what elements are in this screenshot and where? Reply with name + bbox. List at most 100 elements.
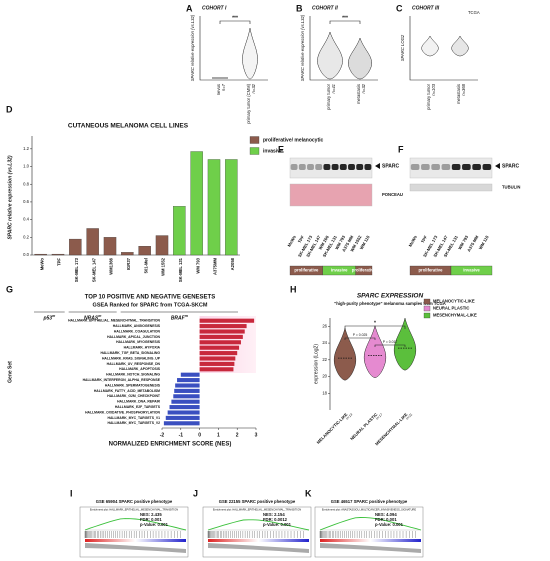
loading-label: PONCEAU xyxy=(382,192,403,197)
category-label: HALLMARK_FATTY_ACID_METABOLISM xyxy=(94,389,160,393)
gsea-stat: NES: 4.094 xyxy=(375,512,397,517)
plot-title: Enrichment plot: HALLMARK_EPITHELIAL_MES… xyxy=(213,508,301,512)
x-tick-label: WM 793 xyxy=(195,257,200,273)
phenotype-label: invasive xyxy=(463,268,480,273)
gsea-stat: NES: 2.154 xyxy=(263,512,285,517)
band-spot xyxy=(451,164,461,170)
y-axis-label: Gene Set xyxy=(7,361,13,383)
lane-label: TPF xyxy=(420,234,429,244)
x-tick-label: MELANOCYTIC-LIKE xyxy=(316,412,349,445)
x-tick-label: WM 1552 xyxy=(161,257,166,276)
mutation-superscript: m xyxy=(185,314,188,318)
bar xyxy=(167,410,200,415)
band-spot xyxy=(323,164,331,170)
lane-label: WM 115 xyxy=(478,234,490,250)
y-tick-label: 24 xyxy=(322,340,327,345)
enrichment-curve xyxy=(207,519,310,531)
enrichment-curve xyxy=(84,518,187,531)
bar xyxy=(199,329,245,334)
axis xyxy=(409,16,478,81)
arrow xyxy=(375,163,380,169)
panel-letter: B xyxy=(296,3,303,13)
y-tick-label: 0.2 xyxy=(23,234,29,239)
cohort-label: COHORT II xyxy=(312,5,338,11)
x-tick-label: 3 xyxy=(255,432,258,438)
group-n: n=13 xyxy=(345,412,353,420)
bracket xyxy=(344,325,406,329)
band-spot xyxy=(441,164,451,170)
gsea-stat: FDR: 0.001 xyxy=(375,517,397,522)
gsea-stat: FDR: 0.0012 xyxy=(263,517,288,522)
ranked-metric xyxy=(208,543,309,553)
bar xyxy=(138,246,151,256)
y-tick-label: 0.4 xyxy=(23,217,29,222)
category-label: HALLMARK_INTERFERON_ALPHA_RESPONSE xyxy=(83,378,161,382)
y-axis-label: SPARC relative expression (vs.L32) xyxy=(7,155,13,239)
category-label: HALLMARK_DNA_REPAIR xyxy=(117,400,160,404)
category-label: HALLMARK_KRAS_SIGNALING_UP xyxy=(102,356,161,360)
legend-swatch xyxy=(423,312,431,319)
annotation: P = 0.017 xyxy=(383,340,398,344)
significance: *** xyxy=(232,15,238,21)
bar xyxy=(199,356,236,361)
category-label: HALLMARK_UV_RESPONSE_DN xyxy=(107,362,161,366)
mutation-label: BRAFm xyxy=(171,314,188,321)
mutation-label: NRASm xyxy=(84,314,101,321)
gsea-title: GSE 22155 SPARC positive phenotype xyxy=(219,499,296,504)
bar xyxy=(199,361,235,366)
y-tick-label: 1.0 xyxy=(23,164,29,169)
legend-label: MELANOCYTIC-LIKE xyxy=(433,299,475,304)
category-label: HALLMARK_E2F_TARGETS xyxy=(115,405,161,409)
y-axis-label: SPARC LOG2 xyxy=(400,34,405,61)
legend-label: MESENCHYMAL-LIKE xyxy=(433,313,477,318)
group-n: n=368 xyxy=(461,83,466,95)
gsea-stat: FDR: 0.001 xyxy=(140,517,162,522)
group-n: n=32 xyxy=(251,83,256,93)
lane-label: TPF xyxy=(297,234,306,244)
panel-letter: D xyxy=(6,104,13,114)
band-spot xyxy=(315,164,323,170)
x-tick-label: A375MM xyxy=(213,258,218,275)
y-axis-label: SPARC relative expression (vs.L32) xyxy=(300,14,305,81)
legend-label: NEURAL PLASTIC xyxy=(433,306,469,311)
band-spot xyxy=(356,164,364,170)
lane-label: MeWo xyxy=(286,234,297,247)
band-spot xyxy=(298,164,306,170)
enrichment-curve xyxy=(319,517,422,531)
plot-title: Enrichment plot: ANASTASSIOU_MULTICANCER… xyxy=(322,508,416,512)
bar xyxy=(103,237,117,256)
plot-title: Enrichment plot: HALLMARK_EPITHELIAL_MES… xyxy=(90,508,178,512)
significance-bracket xyxy=(329,20,361,24)
chart-subtitle: "high-purity phenotype" melanoma samples… xyxy=(334,301,445,306)
x-tick-label: TPF xyxy=(57,258,62,266)
phenotype-bar xyxy=(355,265,373,276)
bar xyxy=(174,388,200,393)
blot-band xyxy=(409,157,493,179)
bar xyxy=(165,415,200,420)
panel-letter: I xyxy=(70,488,73,498)
bar xyxy=(163,421,200,426)
band-spot xyxy=(339,164,347,170)
rank-gradient xyxy=(320,539,421,542)
band-spot xyxy=(364,164,372,170)
category-label: HALLMARK_MYOGENESIS xyxy=(116,340,161,344)
x-axis-label: NORMALIZED ENRICHMENT SCORE (NES) xyxy=(109,442,232,448)
band-spot xyxy=(290,164,298,170)
chart-title: CUTANEOUS MELANOMA CELL LINES xyxy=(68,123,189,130)
y-axis-label: SPARC relative expression (vs.L32) xyxy=(190,14,195,81)
axis xyxy=(309,16,378,81)
category-label: HALLMARK_COAGULATION xyxy=(114,329,161,333)
x-tick-label: -1 xyxy=(179,432,184,438)
band-spot xyxy=(482,164,492,170)
category-label: HALLMARK_APOPTOSIS xyxy=(119,367,161,371)
significance: *** xyxy=(342,15,348,21)
gsea-stat: p-Value: 0.001 xyxy=(140,522,169,527)
phenotype-bar xyxy=(450,265,493,276)
blot-band xyxy=(289,157,373,179)
phenotype-label: invasive xyxy=(331,268,348,273)
group-label: primary tumor xyxy=(326,83,331,109)
category-label: HALLMARK_G2M_CHECKPOINT xyxy=(107,394,161,398)
panel-letter: G xyxy=(6,284,13,294)
bar xyxy=(173,394,200,399)
x-tick-label: 1 xyxy=(217,432,220,438)
